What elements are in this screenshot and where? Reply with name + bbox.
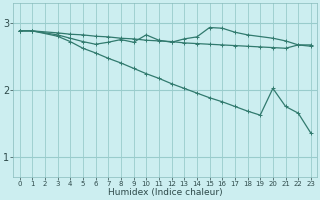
X-axis label: Humidex (Indice chaleur): Humidex (Indice chaleur): [108, 188, 222, 197]
